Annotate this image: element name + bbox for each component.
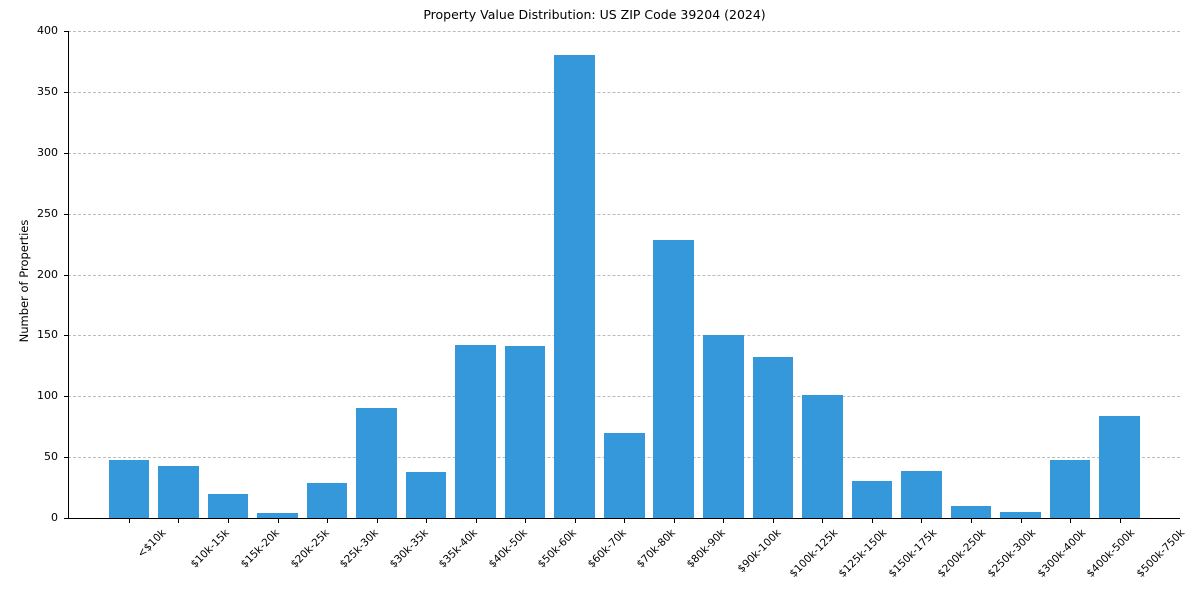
x-axis-tick-label: $500k-750k [1133, 527, 1187, 580]
y-axis-spine [68, 31, 69, 518]
y-axis-tick-mark [64, 31, 68, 32]
x-axis-tick-label: $35k-40k [436, 527, 480, 571]
x-axis-tick-mark [1070, 519, 1072, 523]
y-axis-tick-mark [64, 457, 68, 459]
gridline [68, 213, 1180, 215]
x-axis-tick-label: $30k-35k [387, 527, 431, 571]
x-axis-tick-mark [128, 519, 130, 523]
x-axis-tick-mark [525, 519, 527, 523]
gridline [68, 335, 1180, 337]
bar[interactable] [405, 471, 447, 518]
x-axis-tick-label: $10k-15k [188, 527, 233, 571]
x-axis-spine [68, 518, 1180, 520]
x-axis-tick-mark [921, 519, 923, 523]
x-axis-tick-mark [178, 519, 180, 523]
x-axis-tick-mark [227, 519, 229, 523]
bar[interactable] [554, 55, 596, 518]
x-axis-tick-label: $125k-150k [836, 527, 890, 580]
bar[interactable] [603, 432, 645, 518]
x-axis-tick-mark [475, 519, 477, 523]
y-axis-tick-mark [64, 518, 68, 519]
bar[interactable] [504, 346, 546, 518]
y-axis-tick-label: 200 [37, 267, 58, 281]
x-axis-tick-mark [970, 519, 972, 523]
bar[interactable] [950, 505, 992, 518]
x-axis-tick-mark [1119, 519, 1121, 523]
x-axis-tick-label: $15k-20k [238, 527, 282, 571]
y-axis-tick-mark [64, 335, 68, 337]
x-axis-tick-label: $80k-90k [684, 527, 728, 571]
y-axis-tick-label: 300 [37, 145, 58, 159]
bar[interactable] [1049, 459, 1091, 518]
x-axis-tick-label: $300k-400k [1034, 527, 1088, 580]
y-axis-tick-label: 50 [44, 450, 58, 464]
x-axis-tick-mark [426, 519, 428, 523]
bar[interactable] [356, 408, 397, 518]
bar[interactable] [752, 357, 794, 518]
bar[interactable] [653, 240, 695, 518]
x-axis-tick-mark [673, 519, 675, 523]
gridline [68, 396, 1180, 398]
gridline [68, 91, 1180, 93]
y-axis-tick-mark [64, 213, 68, 215]
x-axis-tick-label: $70k-80k [634, 527, 679, 571]
y-axis-tick-label: 0 [51, 511, 58, 524]
x-axis-tick-label: $50k-60k [535, 527, 580, 571]
bar[interactable] [703, 335, 744, 518]
bar[interactable] [207, 493, 249, 518]
x-axis-tick-mark [376, 519, 378, 523]
y-axis-tick-mark [64, 91, 68, 93]
x-axis-tick-mark [327, 519, 329, 523]
gridline [68, 274, 1180, 276]
x-axis-tick-mark [624, 519, 626, 523]
y-axis-label: Number of Properties [17, 219, 31, 343]
y-axis-tick-mark [64, 152, 68, 154]
x-axis-tick-label: $250k-300k [985, 527, 1039, 580]
y-axis-tick-label: 400 [37, 24, 58, 37]
x-axis-tick-label: $90k-100k [735, 527, 784, 576]
bar[interactable] [455, 345, 496, 518]
y-axis-tick-mark [64, 396, 68, 398]
bar[interactable] [108, 459, 150, 518]
bar[interactable] [851, 481, 893, 518]
x-axis-tick-mark [871, 519, 873, 523]
bar[interactable] [1099, 415, 1140, 518]
y-axis-tick-mark [64, 274, 68, 276]
x-axis-tick-mark [723, 519, 725, 523]
x-axis-tick-label: $25k-30k [337, 527, 381, 571]
x-axis-tick-mark [277, 519, 279, 523]
x-axis-tick-label: <$10k [135, 527, 169, 561]
x-axis-tick-label: $60k-70k [585, 527, 629, 571]
plot-area [68, 31, 1180, 518]
x-axis-tick-mark [574, 519, 576, 523]
x-axis-tick-mark [822, 519, 824, 523]
y-axis-tick-label: 350 [37, 84, 58, 98]
y-axis-tick-label: 150 [37, 328, 58, 342]
bar[interactable] [901, 470, 942, 518]
x-axis-tick-mark [772, 519, 774, 523]
bar[interactable] [158, 465, 199, 518]
x-axis-tick-label: $400k-500k [1084, 527, 1138, 580]
x-axis-tick-label: $20k-25k [287, 527, 332, 571]
x-axis-tick-label: $100k-125k [787, 527, 841, 580]
x-axis-tick-label: $40k-50k [486, 527, 530, 571]
x-axis-tick-mark [1020, 519, 1022, 523]
gridline [68, 152, 1180, 154]
bar[interactable] [802, 395, 843, 518]
bar[interactable] [1000, 511, 1041, 518]
x-axis-tick-label: $150k-175k [886, 527, 940, 580]
gridline [68, 31, 1180, 32]
x-axis-tick-label: $200k-250k [935, 527, 989, 580]
bar[interactable] [306, 482, 348, 518]
y-axis-tick-label: 100 [37, 389, 58, 403]
bar[interactable] [257, 513, 298, 518]
y-axis-tick-label: 250 [37, 206, 58, 220]
chart-title: Property Value Distribution: US ZIP Code… [423, 7, 766, 22]
